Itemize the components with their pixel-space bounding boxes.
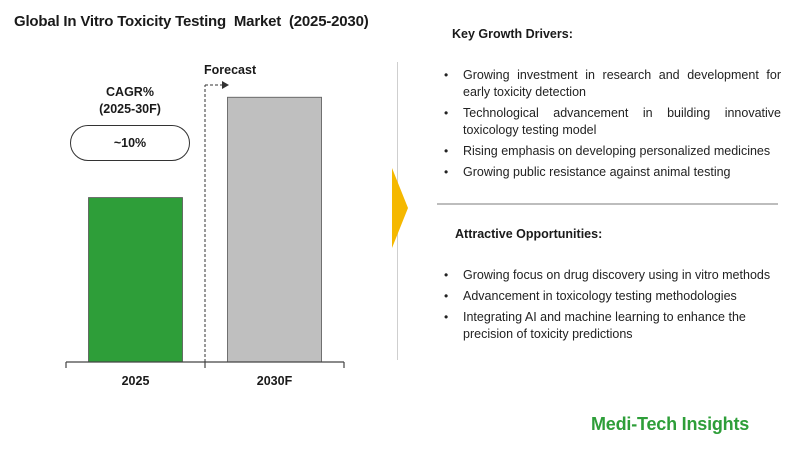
forecast-label: Forecast [204,63,257,77]
list-item: Integrating AI and machine learning to e… [438,309,781,343]
bar-chart: 2025 2030F [65,81,345,388]
cagr-label-line1: CAGR% [106,85,154,99]
list-item: Growing focus on drug discovery using in… [438,267,781,284]
list-item: Advancement in toxicology testing method… [438,288,781,305]
horizontal-divider [437,203,778,205]
attractive-opportunities-list: Growing focus on drug discovery using in… [438,267,781,347]
key-growth-drivers-list: Growing investment in research and devel… [438,67,781,185]
x-tick-label: 2030F [257,374,293,388]
list-item: Growing public resistance against animal… [438,164,781,181]
forecast-arrow-icon [222,81,229,89]
cagr-label-line2: (2025-30F) [99,102,161,116]
bar-2030f [227,96,322,363]
list-item: Rising emphasis on developing personaliz… [438,143,781,160]
brand-logo-text: Medi-Tech Insights [591,414,750,434]
chart-title: Global In Vitro Toxicity Testing Market … [14,13,369,30]
bar-2025 [88,197,183,363]
attractive-opportunities-title: Attractive Opportunities: [455,227,603,241]
list-item: Growing investment in research and devel… [438,67,781,101]
x-tick-label: 2025 [122,374,150,388]
arrow-right-icon [392,168,408,248]
cagr-label: CAGR% (2025-30F) [62,84,198,118]
key-growth-drivers-title: Key Growth Drivers: [452,27,573,41]
list-item: Technological advancement in building in… [438,105,781,139]
cagr-value-badge: ~10% [70,125,190,161]
